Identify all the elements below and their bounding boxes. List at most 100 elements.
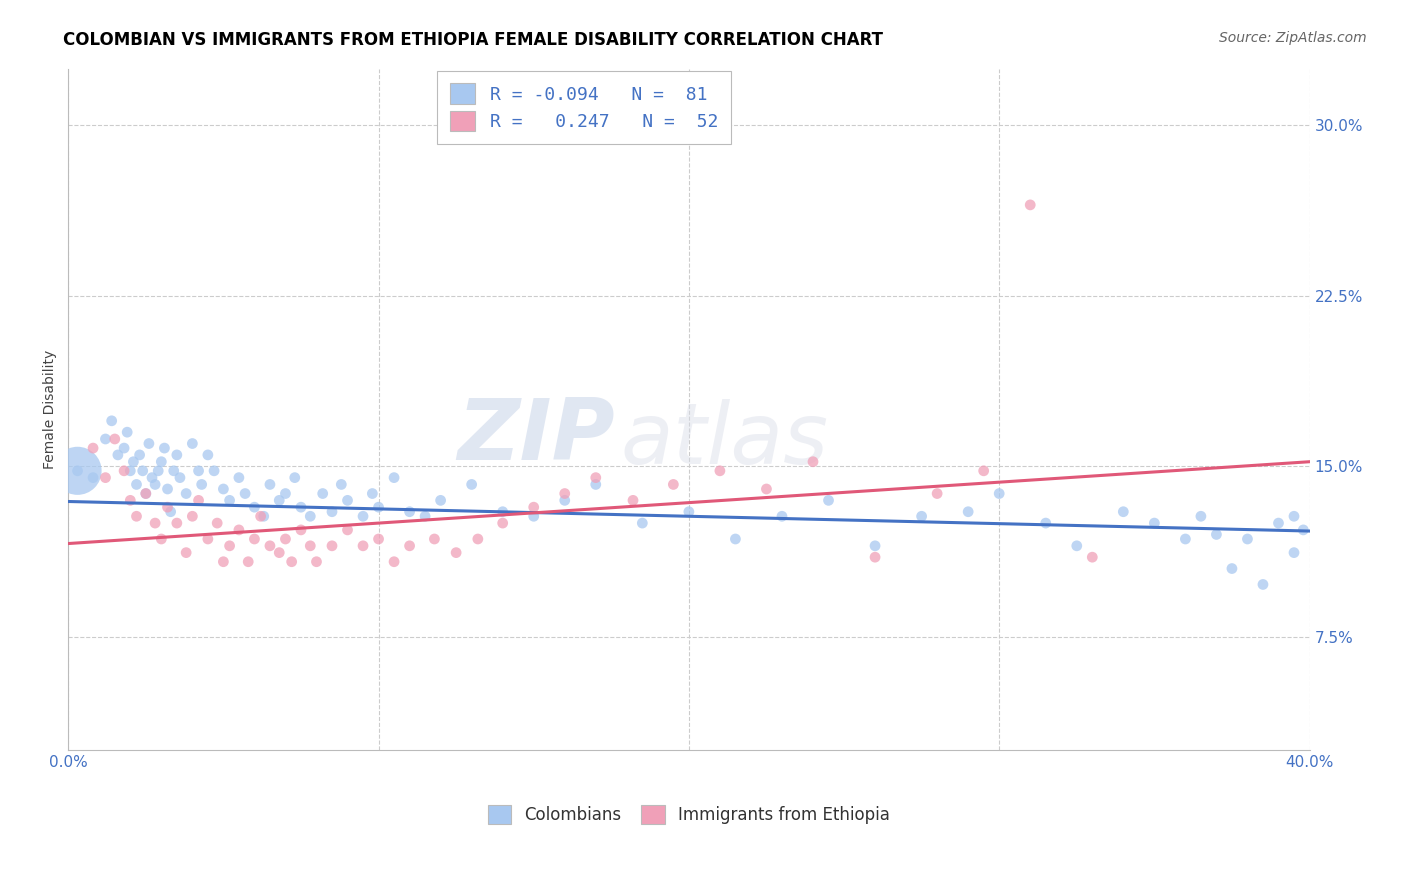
Point bbox=[66, 464, 89, 478]
Point bbox=[135, 486, 157, 500]
Point bbox=[269, 546, 291, 560]
Point bbox=[238, 555, 260, 569]
Point bbox=[290, 523, 312, 537]
Point bbox=[181, 436, 204, 450]
Point bbox=[523, 500, 546, 515]
Point bbox=[1081, 550, 1104, 565]
Point bbox=[190, 477, 212, 491]
Point bbox=[112, 441, 135, 455]
Point bbox=[125, 509, 148, 524]
Point bbox=[631, 516, 654, 530]
Point bbox=[150, 455, 173, 469]
Point bbox=[1112, 505, 1135, 519]
Point bbox=[444, 546, 467, 560]
Point bbox=[554, 486, 576, 500]
Point bbox=[218, 539, 240, 553]
Point bbox=[724, 532, 747, 546]
Point bbox=[523, 509, 546, 524]
Point bbox=[94, 470, 117, 484]
Point bbox=[100, 414, 122, 428]
Point bbox=[330, 477, 353, 491]
Point bbox=[159, 505, 181, 519]
Point bbox=[398, 539, 420, 553]
Y-axis label: Female Disability: Female Disability bbox=[44, 350, 58, 469]
Point bbox=[863, 550, 886, 565]
Point bbox=[467, 532, 489, 546]
Point bbox=[662, 477, 685, 491]
Point bbox=[492, 505, 515, 519]
Point bbox=[957, 505, 980, 519]
Point bbox=[82, 441, 104, 455]
Point bbox=[299, 539, 322, 553]
Point bbox=[143, 516, 166, 530]
Point bbox=[1282, 509, 1305, 524]
Point bbox=[492, 516, 515, 530]
Point bbox=[910, 509, 932, 524]
Point bbox=[423, 532, 446, 546]
Point bbox=[1236, 532, 1258, 546]
Point bbox=[382, 555, 405, 569]
Point bbox=[274, 532, 297, 546]
Point bbox=[973, 464, 995, 478]
Point bbox=[94, 432, 117, 446]
Point bbox=[259, 539, 281, 553]
Point bbox=[585, 470, 607, 484]
Point bbox=[120, 464, 142, 478]
Point bbox=[1019, 198, 1042, 212]
Point bbox=[233, 486, 256, 500]
Point bbox=[112, 464, 135, 478]
Point bbox=[197, 448, 219, 462]
Point bbox=[1282, 546, 1305, 560]
Point bbox=[156, 482, 179, 496]
Point bbox=[305, 555, 328, 569]
Point bbox=[621, 493, 644, 508]
Point bbox=[817, 493, 839, 508]
Point bbox=[131, 464, 153, 478]
Point bbox=[148, 464, 170, 478]
Point bbox=[150, 532, 173, 546]
Point bbox=[218, 493, 240, 508]
Point bbox=[460, 477, 482, 491]
Point bbox=[382, 470, 405, 484]
Point bbox=[243, 532, 266, 546]
Point bbox=[299, 509, 322, 524]
Point bbox=[1220, 561, 1243, 575]
Point bbox=[321, 505, 343, 519]
Point bbox=[678, 505, 700, 519]
Point bbox=[585, 477, 607, 491]
Point bbox=[143, 477, 166, 491]
Point bbox=[122, 455, 145, 469]
Point bbox=[321, 539, 343, 553]
Point bbox=[212, 555, 235, 569]
Point bbox=[554, 493, 576, 508]
Point bbox=[398, 505, 420, 519]
Point bbox=[1035, 516, 1057, 530]
Point bbox=[128, 448, 150, 462]
Point bbox=[249, 509, 271, 524]
Point bbox=[181, 509, 204, 524]
Point bbox=[153, 441, 176, 455]
Point bbox=[269, 493, 291, 508]
Point bbox=[1189, 509, 1212, 524]
Point bbox=[361, 486, 384, 500]
Point bbox=[280, 555, 302, 569]
Point bbox=[336, 523, 359, 537]
Point bbox=[166, 516, 188, 530]
Point bbox=[174, 546, 197, 560]
Point bbox=[141, 470, 163, 484]
Point bbox=[259, 477, 281, 491]
Point bbox=[156, 500, 179, 515]
Point bbox=[413, 509, 436, 524]
Point bbox=[1267, 516, 1289, 530]
Point bbox=[290, 500, 312, 515]
Point bbox=[187, 493, 209, 508]
Text: Source: ZipAtlas.com: Source: ZipAtlas.com bbox=[1219, 31, 1367, 45]
Point bbox=[927, 486, 949, 500]
Point bbox=[755, 482, 778, 496]
Point bbox=[988, 486, 1011, 500]
Text: ZIP: ZIP bbox=[457, 395, 614, 478]
Point bbox=[228, 470, 250, 484]
Point bbox=[205, 516, 228, 530]
Point bbox=[429, 493, 451, 508]
Point bbox=[66, 464, 89, 478]
